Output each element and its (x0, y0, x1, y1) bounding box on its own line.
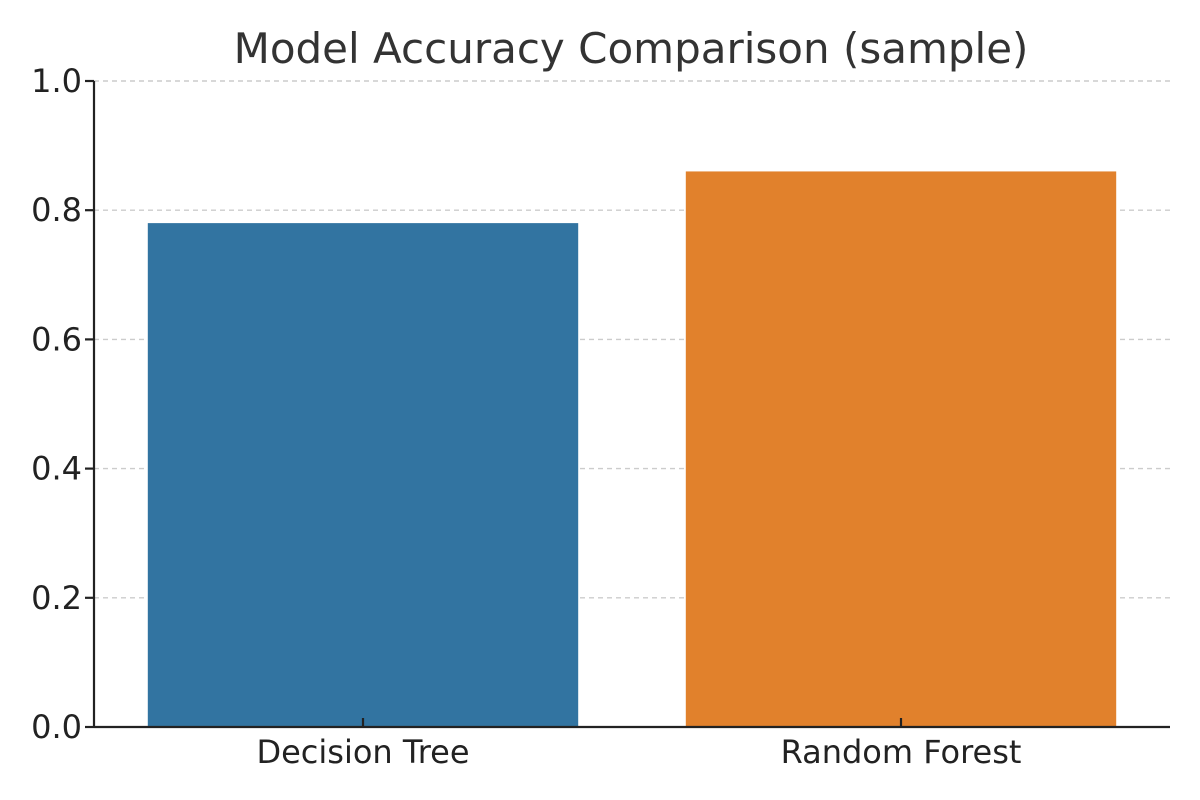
y-tick-label-5: 1.0 (31, 62, 82, 100)
y-tick-label-4: 0.8 (31, 191, 82, 229)
bar-0 (147, 223, 579, 727)
y-tick-label-2: 0.4 (31, 450, 82, 488)
chart-title: Model Accuracy Comparison (sample) (234, 24, 1029, 73)
y-tick-label-0: 0.0 (31, 708, 82, 746)
bar-1 (685, 171, 1117, 727)
bars (147, 171, 1117, 727)
x-tick-label-0: Decision Tree (256, 733, 469, 771)
axes (85, 79, 1170, 729)
y-tick-label-3: 0.6 (31, 320, 82, 358)
y-tick-label-1: 0.2 (31, 579, 82, 617)
x-tick-label-1: Random Forest (781, 733, 1022, 771)
tick-labels: 0.0 0.2 0.4 0.6 0.8 1.0 Decision Tree Random Fo… (31, 62, 1021, 771)
